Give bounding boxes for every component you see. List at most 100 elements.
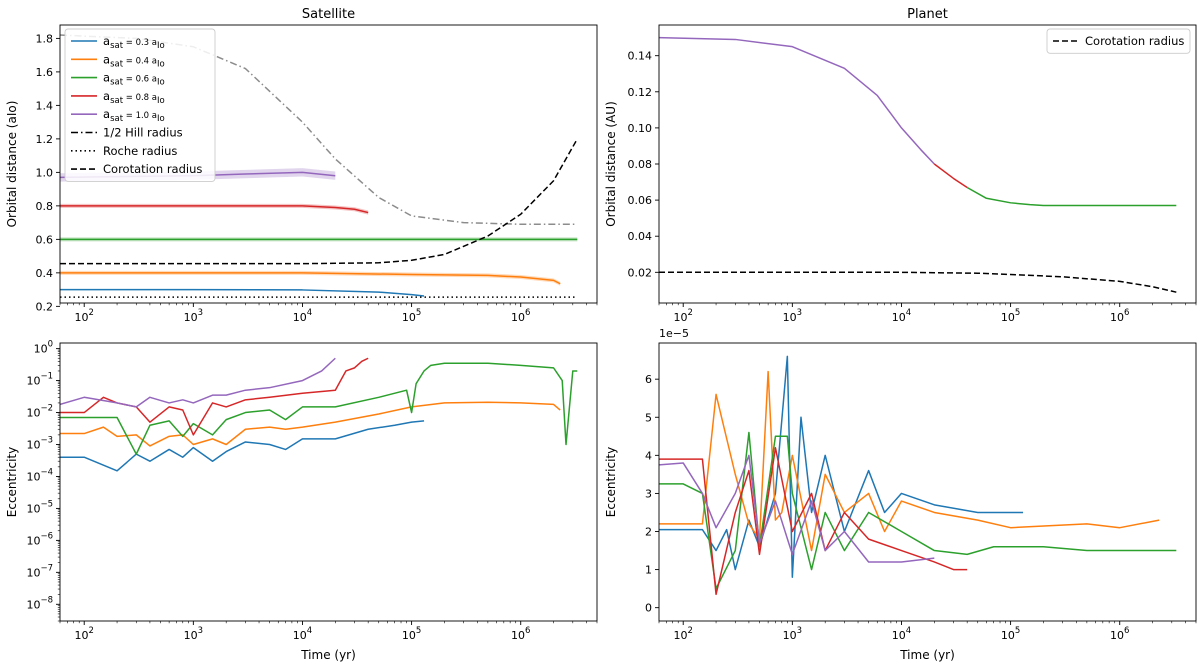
series-corotation-line <box>659 271 1177 293</box>
x-tick-label: 102 <box>74 626 93 642</box>
tick-exponent: 3 <box>797 626 802 636</box>
x-tick-label: 105 <box>1001 308 1020 324</box>
y-tick-label: 2 <box>645 526 652 539</box>
tick-exponent: −2 <box>40 404 53 414</box>
y-tick-label: 0 <box>645 602 652 615</box>
axes-frame <box>658 24 1197 304</box>
legend-text: sat <box>110 41 124 51</box>
legend-text: a <box>103 71 110 85</box>
plot-area <box>659 36 1177 293</box>
y-tick-label: 1.2 <box>36 133 54 146</box>
tick-base: 10 <box>892 629 906 642</box>
y-tick-label: 0.02 <box>628 266 653 279</box>
y-tick-label: 100 <box>34 340 53 356</box>
tick-exponent: −5 <box>40 499 53 509</box>
tick-base: 10 <box>511 629 525 642</box>
x-tick-label: 106 <box>1110 626 1129 642</box>
x-tick-label: 105 <box>402 626 421 642</box>
y-axis-label: Eccentricity <box>5 447 19 517</box>
y-tick-label: 10−4 <box>26 467 53 483</box>
tick-base: 10 <box>783 311 797 324</box>
legend-entry: 1/2 Hill radius <box>103 126 183 140</box>
tick-exponent: 5 <box>416 626 421 636</box>
tick-exponent: −3 <box>40 436 53 446</box>
series-0-4-line <box>60 401 561 447</box>
x-tick-label: 104 <box>892 626 911 642</box>
legend-entry: Corotation radius <box>103 162 202 176</box>
legend-entry: asat = 1.0 aIo <box>103 107 165 124</box>
x-tick-label: 103 <box>184 308 203 324</box>
axes-frame <box>59 24 598 304</box>
offset-text: 1e−5 <box>659 327 689 340</box>
legend-frame <box>64 28 216 182</box>
tick-exponent: 4 <box>906 626 911 636</box>
tick-exponent: 5 <box>416 308 421 318</box>
x-tick-label: 102 <box>74 308 93 324</box>
tick-base: 10 <box>892 311 906 324</box>
x-tick-label: 106 <box>511 308 530 324</box>
tick-base: 10 <box>402 311 416 324</box>
x-tick-label: 105 <box>402 308 421 324</box>
chart-pl_dist: 102 103 104 105 1060.020.040.060.080.100.120… <box>604 7 1197 324</box>
tick-exponent: −8 <box>40 595 53 605</box>
y-tick-label: 0.14 <box>628 50 653 63</box>
tick-base: 10 <box>184 629 198 642</box>
x-tick-label: 104 <box>293 308 312 324</box>
chart-sat_ecc: 102 103 104 105 10610−810−710−610−510−410−31… <box>5 340 598 662</box>
tick-base: 10 <box>293 629 307 642</box>
legend-entry: asat = 0.3 aIo <box>103 34 165 51</box>
legend-text: sat <box>110 96 124 106</box>
tick-base: 10 <box>26 470 40 483</box>
x-tick-label: 102 <box>673 626 692 642</box>
x-tick-label: 106 <box>1110 308 1129 324</box>
legend-text: Io <box>157 96 165 106</box>
y-tick-label: 5 <box>645 411 652 424</box>
legend-text: sat <box>110 114 124 124</box>
series-blue-line <box>659 355 1024 578</box>
y-tick-label: 10−5 <box>26 499 53 515</box>
x-axis-label: Time (yr) <box>300 648 356 662</box>
y-tick-label: 1.4 <box>36 99 54 112</box>
legend-text: a <box>103 52 110 66</box>
tick-base: 10 <box>184 311 198 324</box>
tick-base: 10 <box>673 311 687 324</box>
y-tick-label: 6 <box>645 373 652 386</box>
x-tick-label: 103 <box>184 626 203 642</box>
y-tick-label: 4 <box>645 449 652 462</box>
y-axis-label: Eccentricity <box>604 447 618 517</box>
legend-entry: asat = 0.6 aIo <box>103 71 165 88</box>
legend-text: a <box>103 89 110 103</box>
y-tick-label: 0.06 <box>628 194 653 207</box>
tick-exponent: −7 <box>40 563 53 573</box>
tick-exponent: −4 <box>40 467 53 477</box>
legend-text: Io <box>157 78 165 88</box>
series-0-4-line <box>60 272 561 285</box>
tick-base: 10 <box>511 311 525 324</box>
tick-base: 10 <box>26 598 40 611</box>
y-tick-label: 3 <box>645 487 652 500</box>
y-tick-label: 0.4 <box>36 267 54 280</box>
tick-exponent: 2 <box>88 626 93 636</box>
series-hill-2-line <box>60 34 578 226</box>
series-0-3-line <box>60 420 425 472</box>
legend-text: sat <box>110 59 124 69</box>
tick-exponent: 5 <box>1015 308 1020 318</box>
axes-frame <box>658 342 1197 622</box>
tick-base: 10 <box>26 534 40 547</box>
legend-text: = 0.4 a <box>123 56 157 66</box>
legend-entry: Corotation radius <box>1085 34 1184 48</box>
tick-exponent: 4 <box>307 626 312 636</box>
series-red-line <box>933 163 968 189</box>
x-tick-label: 106 <box>511 626 530 642</box>
tick-exponent: 2 <box>88 308 93 318</box>
y-tick-label: 10−1 <box>26 372 53 388</box>
chart-sat_dist: 102 103 104 105 1060.20.40.60.81.01.21.41.61… <box>5 7 598 324</box>
tick-exponent: 6 <box>525 626 530 636</box>
tick-base: 10 <box>402 629 416 642</box>
legend-text: = 0.6 a <box>123 75 157 85</box>
tick-base: 10 <box>673 629 687 642</box>
series-purple-line <box>659 36 935 165</box>
series-0-6-line <box>60 362 578 455</box>
tick-base: 10 <box>26 375 40 388</box>
